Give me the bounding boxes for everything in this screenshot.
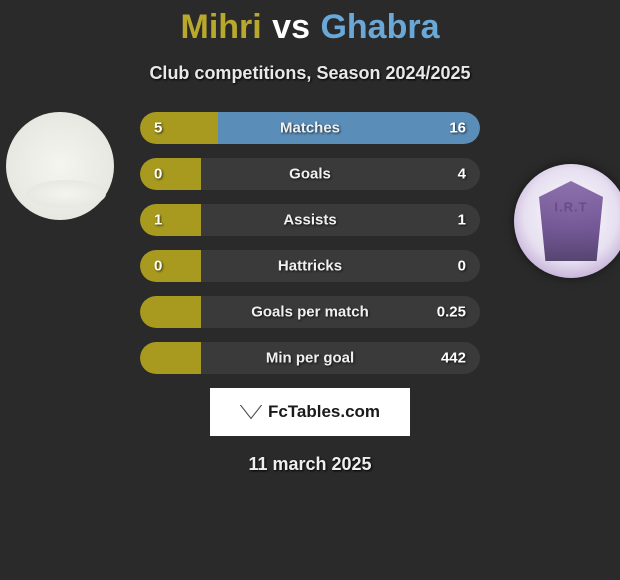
shield-icon [539,181,603,261]
footer-badge[interactable]: FcTables.com [210,388,410,436]
stat-fill-left [140,158,201,190]
stat-label: Min per goal [266,350,354,367]
stat-bars: 5 Matches 16 0 Goals 4 1 Assists 1 0 Hattricks 0 Goa… [140,112,480,374]
player2-name: Ghabra [320,8,439,46]
date-text: 11 march 2025 [0,454,620,475]
stat-fill-left [140,296,201,328]
stat-label: Goals per match [251,304,369,321]
stat-row: 0 Hattricks 0 [140,250,480,282]
stat-value-right: 0.25 [437,304,466,321]
stat-fill-left [140,112,218,144]
footer-site-name: FcTables.com [268,402,380,422]
stat-value-right: 16 [449,120,466,137]
stat-row: 1 Assists 1 [140,204,480,236]
vs-label: vs [272,8,310,46]
stat-value-left: 0 [154,258,162,275]
fctables-logo-icon [240,403,262,421]
stat-fill-left [140,204,201,236]
stat-value-left: 5 [154,120,162,137]
stat-value-right: 0 [458,258,466,275]
stat-row: 0 Goals 4 [140,158,480,190]
stat-value-right: 442 [441,350,466,367]
stat-fill-right [218,112,480,144]
stat-value-right: 4 [458,166,466,183]
stat-value-left: 0 [154,166,162,183]
player1-name: Mihri [181,8,262,46]
stat-row: Goals per match 0.25 [140,296,480,328]
stat-value-right: 1 [458,212,466,229]
stat-row: 5 Matches 16 [140,112,480,144]
stats-area: I.R.T 5 Matches 16 0 Goals 4 1 Assists 1 0 Hattric… [0,112,620,374]
stat-fill-left [140,250,201,282]
stat-label: Matches [280,120,340,137]
stat-value-left: 1 [154,212,162,229]
subtitle: Club competitions, Season 2024/2025 [0,63,620,84]
stat-label: Goals [289,166,331,183]
stat-fill-left [140,342,201,374]
stat-label: Hattricks [278,258,342,275]
stat-row: Min per goal 442 [140,342,480,374]
player1-avatar [6,112,114,220]
comparison-title: Mihri vs Ghabra [0,0,620,47]
stat-label: Assists [283,212,336,229]
club-badge-text: I.R.T [554,200,587,215]
player2-club-badge: I.R.T [514,164,620,278]
